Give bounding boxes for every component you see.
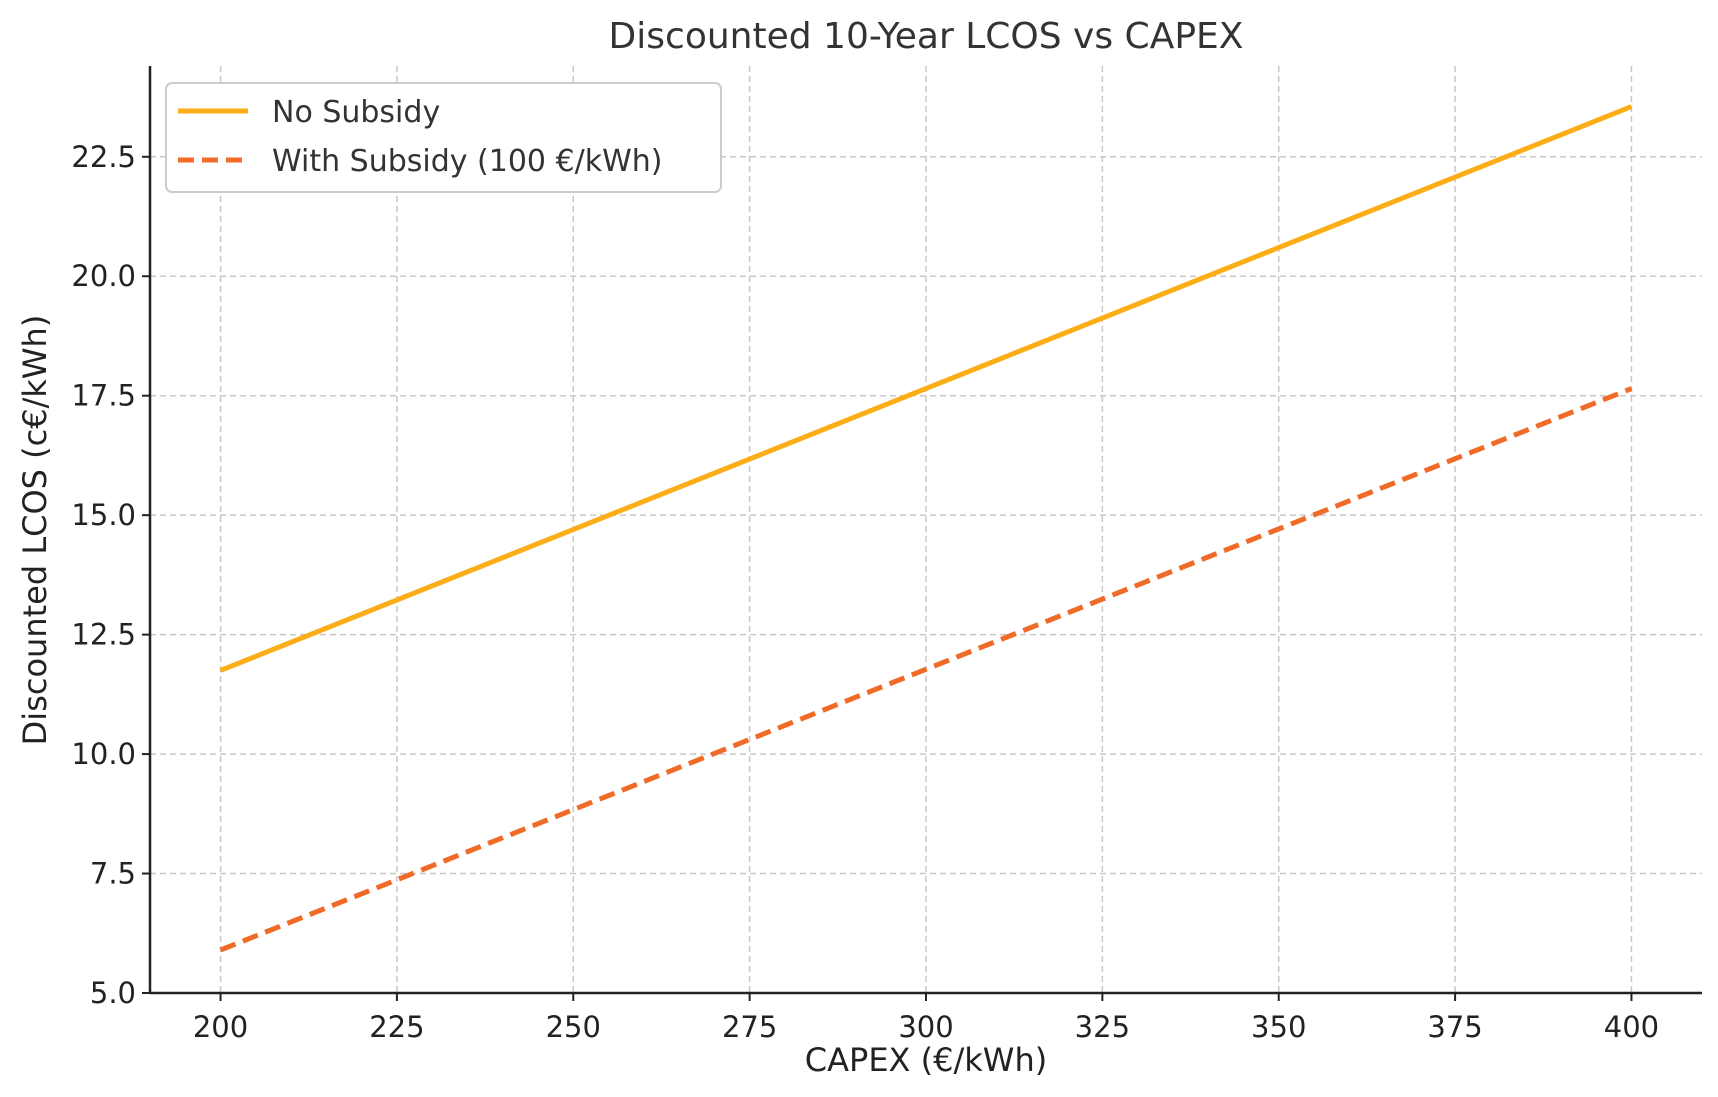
x-tick-label: 225: [369, 1010, 424, 1044]
x-tick-label: 350: [1251, 1010, 1306, 1044]
y-tick-label: 7.5: [90, 857, 136, 891]
x-tick-label: 325: [1075, 1010, 1130, 1044]
x-tick-label: 275: [722, 1010, 777, 1044]
y-tick-label: 5.0: [90, 976, 136, 1010]
y-tick-label: 20.0: [71, 259, 136, 293]
chart-title: Discounted 10-Year LCOS vs CAPEX: [609, 16, 1244, 57]
series-line-no-subsidy: [219, 104, 1633, 673]
y-tick-label: 17.5: [71, 379, 136, 413]
y-tick-label: 10.0: [71, 737, 136, 771]
x-tick-label: 400: [1604, 1010, 1659, 1044]
y-tick-label: 12.5: [71, 618, 136, 652]
x-tick-label: 300: [898, 1010, 953, 1044]
y-tick-label: 15.0: [71, 498, 136, 532]
x-tick-label: 200: [193, 1010, 248, 1044]
series-layer: [219, 104, 1633, 953]
y-axis-label: Discounted LCOS (c€/kWh): [16, 315, 54, 746]
x-axis-label: CAPEX (€/kWh): [805, 1041, 1047, 1079]
legend-box: [165, 82, 722, 193]
x-tick-label: 250: [546, 1010, 601, 1044]
legend-label-with-subsidy: With Subsidy (100 €/kWh): [272, 144, 663, 179]
legend-label-no-subsidy: No Subsidy: [272, 95, 440, 130]
y-tick-label: 22.5: [71, 140, 136, 174]
x-tick-label: 375: [1427, 1010, 1482, 1044]
series-line-with-subsidy: [219, 386, 1633, 953]
ticks: 200 225 250 275 300 325 350 375 400 5.0 7.5 10.0 12.…: [71, 140, 1659, 1044]
legend: No Subsidy With Subsidy (100 €/kWh): [165, 82, 722, 193]
